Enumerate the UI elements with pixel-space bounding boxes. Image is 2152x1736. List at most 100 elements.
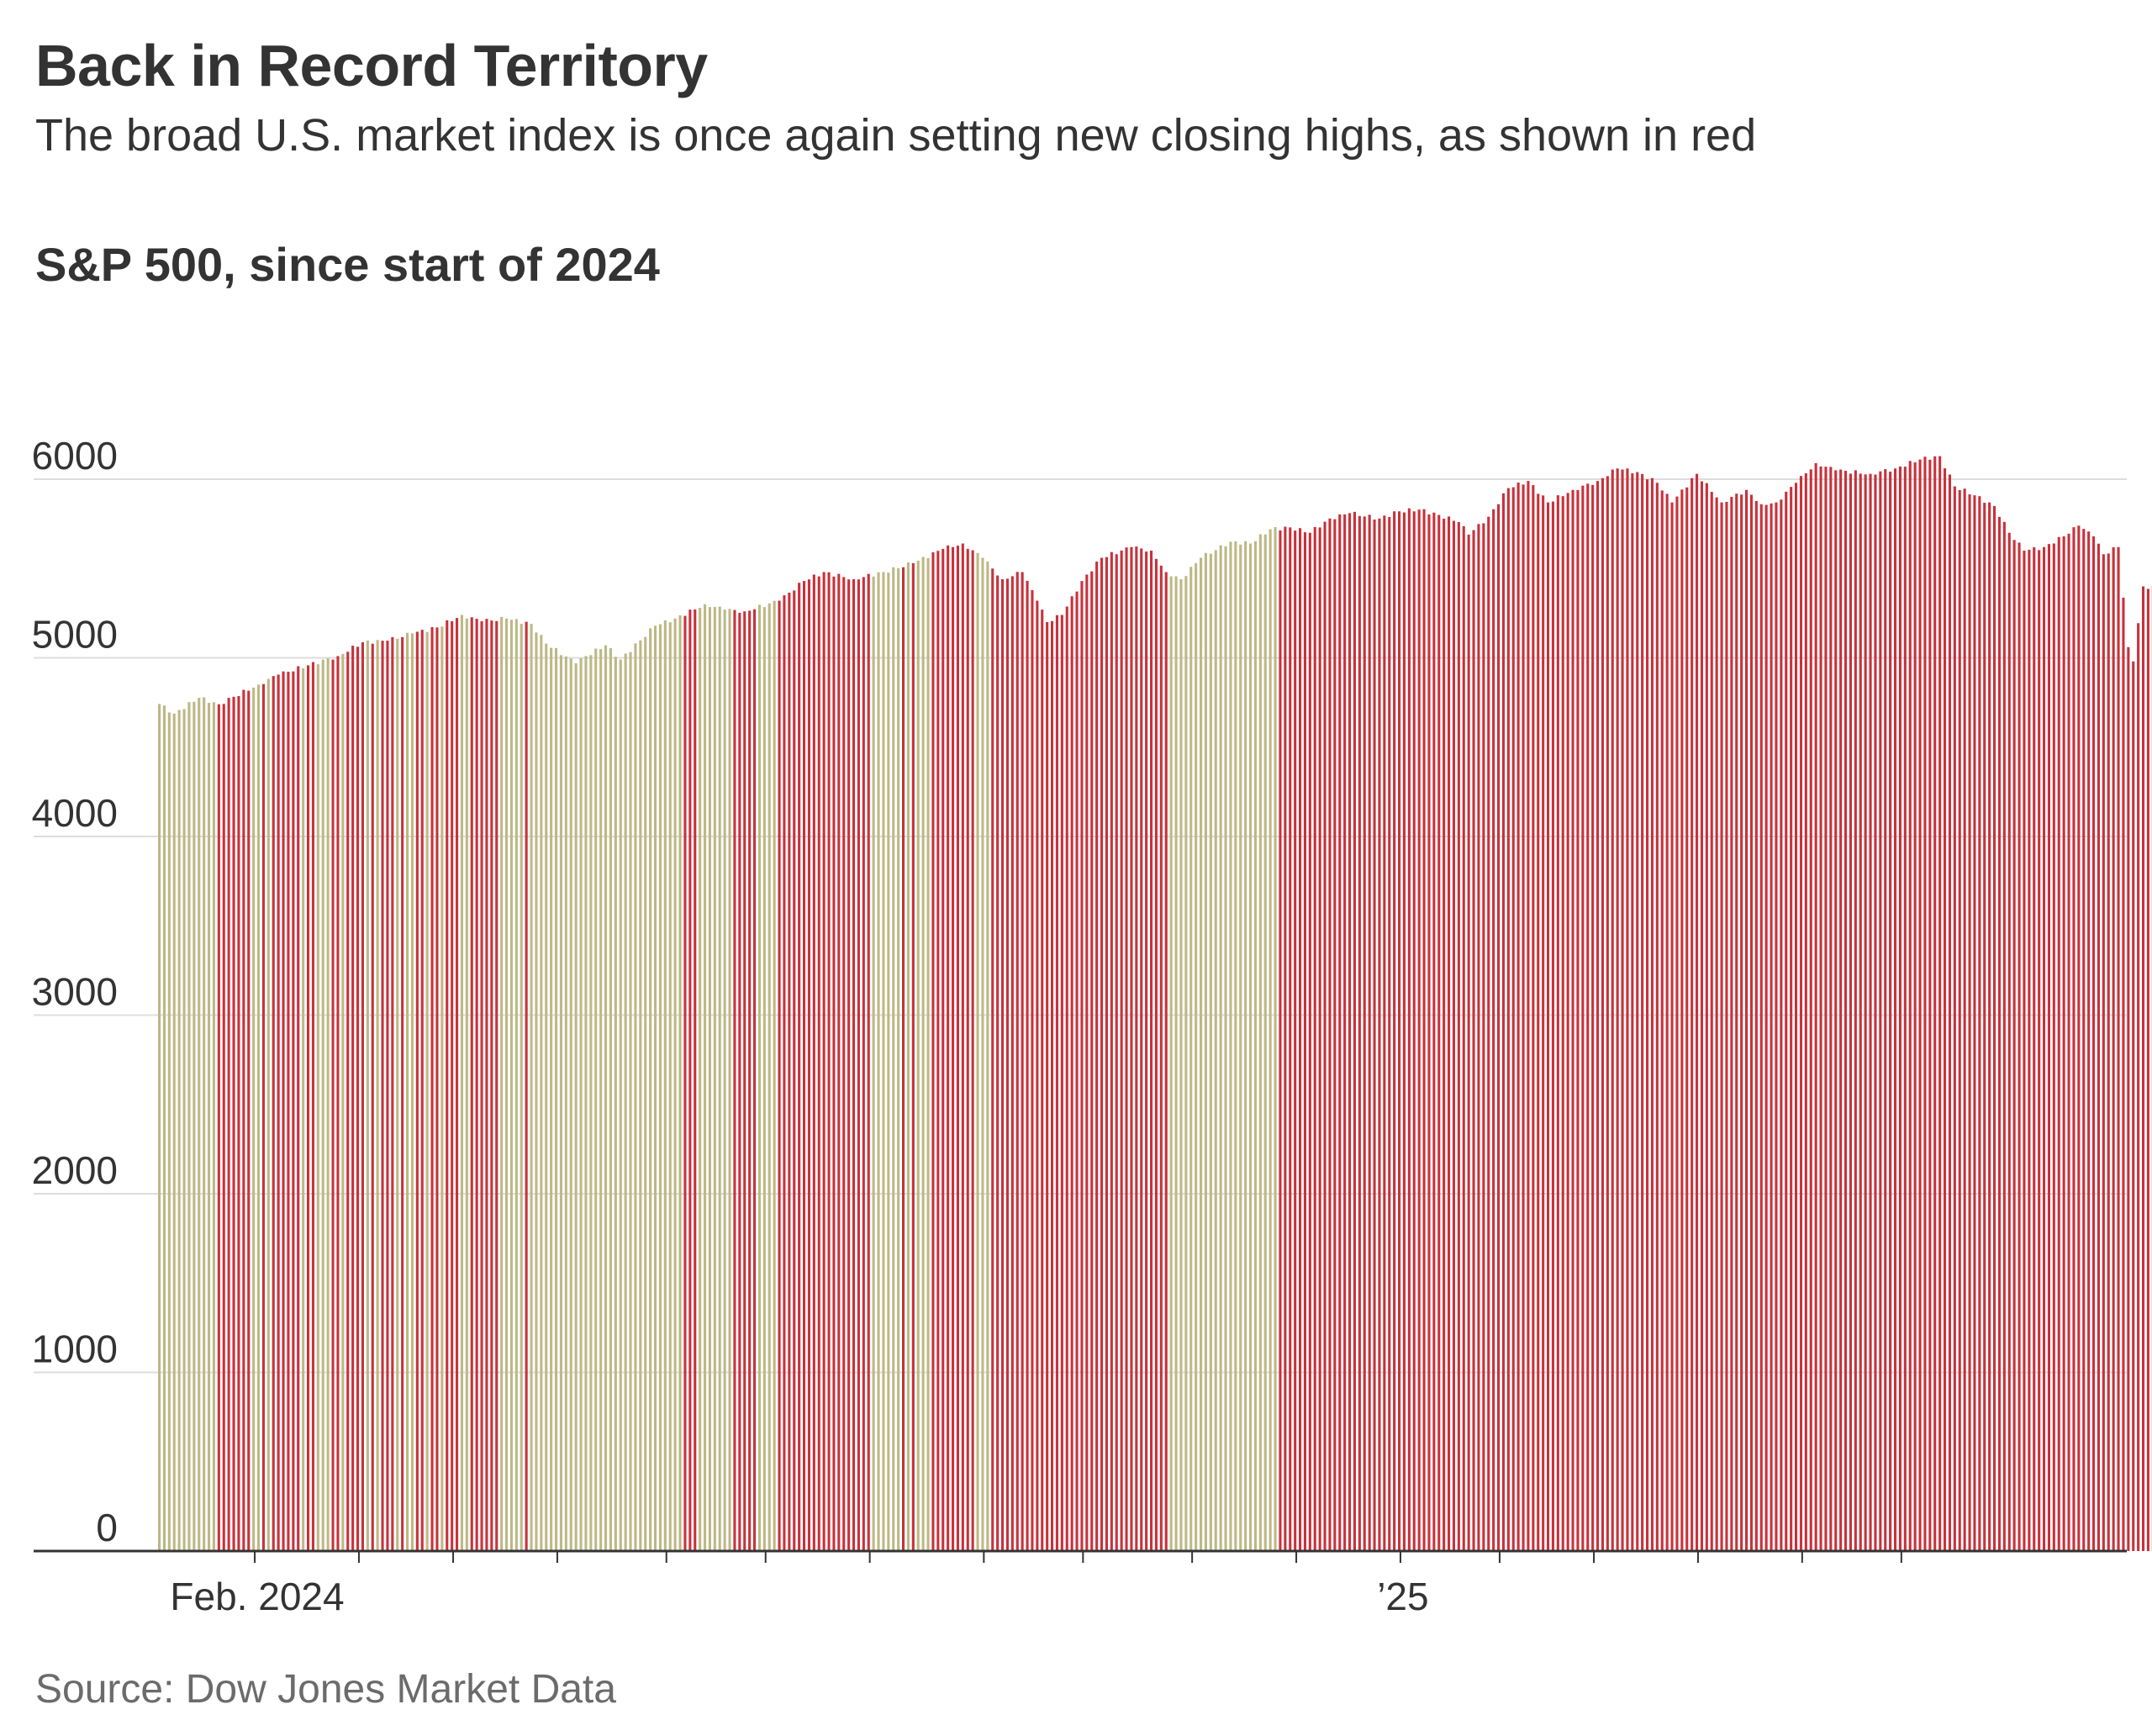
record-close-bar bbox=[232, 696, 235, 1551]
record-close-bar bbox=[1010, 576, 1014, 1551]
record-close-bar bbox=[1829, 467, 1833, 1551]
record-close-bar bbox=[1854, 470, 1857, 1552]
x-tick-label: Feb. 2024 bbox=[170, 1575, 344, 1618]
close-bar bbox=[569, 658, 572, 1551]
close-bar bbox=[916, 560, 920, 1551]
close-bar bbox=[1204, 552, 1207, 1551]
record-close-bar bbox=[1021, 572, 1024, 1551]
record-close-bar bbox=[1650, 478, 1654, 1551]
record-close-bar bbox=[2082, 529, 2086, 1551]
close-bar bbox=[1263, 534, 1267, 1552]
record-close-bar bbox=[1740, 494, 1743, 1551]
close-bar bbox=[203, 697, 206, 1551]
close-bar bbox=[158, 704, 161, 1551]
record-close-bar bbox=[1506, 488, 1510, 1552]
close-bar bbox=[545, 643, 548, 1551]
record-close-bar bbox=[1115, 554, 1118, 1551]
close-bar bbox=[921, 557, 925, 1552]
close-bar bbox=[341, 653, 345, 1551]
record-close-bar bbox=[2047, 544, 2050, 1551]
record-close-bar bbox=[2052, 543, 2055, 1551]
record-close-bar bbox=[783, 595, 786, 1552]
record-close-bar bbox=[1462, 525, 1465, 1551]
record-close-bar bbox=[1511, 487, 1515, 1551]
close-bar bbox=[1200, 557, 1203, 1551]
y-tick-label-3000: 3000 bbox=[32, 970, 118, 1014]
record-close-bar bbox=[2077, 525, 2081, 1551]
record-close-bar bbox=[812, 574, 815, 1551]
record-close-bar bbox=[1497, 504, 1501, 1551]
record-close-bar bbox=[1388, 517, 1391, 1551]
close-bar bbox=[555, 647, 558, 1551]
record-close-bar bbox=[1532, 485, 1535, 1551]
record-close-bar bbox=[936, 551, 940, 1552]
record-close-bar bbox=[1333, 519, 1337, 1551]
record-close-bar bbox=[2087, 531, 2091, 1551]
record-close-bar bbox=[1358, 515, 1361, 1551]
close-bar bbox=[182, 709, 186, 1551]
record-close-bar bbox=[1005, 578, 1009, 1551]
record-close-bar bbox=[292, 671, 295, 1551]
record-close-bar bbox=[361, 642, 364, 1551]
record-close-bar bbox=[1705, 483, 1708, 1552]
record-close-bar bbox=[1383, 515, 1386, 1551]
record-close-bar bbox=[1537, 493, 1540, 1552]
record-close-bar bbox=[311, 662, 314, 1551]
close-bar bbox=[564, 656, 567, 1551]
record-close-bar bbox=[807, 579, 810, 1552]
close-bar bbox=[1214, 550, 1217, 1551]
record-close-bar bbox=[525, 621, 528, 1551]
record-close-bar bbox=[1294, 530, 1297, 1552]
record-close-bar bbox=[346, 652, 350, 1551]
record-close-bar bbox=[827, 572, 831, 1552]
record-close-bar bbox=[272, 676, 275, 1552]
record-close-bar bbox=[1110, 551, 1113, 1552]
close-bar bbox=[594, 648, 598, 1552]
record-close-bar bbox=[371, 643, 374, 1552]
record-close-bar bbox=[1834, 470, 1838, 1552]
close-bar bbox=[708, 607, 711, 1551]
record-close-bar bbox=[1561, 496, 1564, 1552]
close-bar bbox=[986, 561, 989, 1552]
record-close-bar bbox=[1997, 516, 2001, 1551]
chart-title: S&P 500, since start of 2024 bbox=[35, 238, 660, 291]
record-close-bar bbox=[952, 546, 955, 1551]
close-bar bbox=[540, 635, 543, 1551]
record-close-bar bbox=[451, 620, 454, 1552]
record-close-bar bbox=[1051, 620, 1054, 1551]
close-bar bbox=[193, 701, 196, 1551]
record-close-bar bbox=[1125, 547, 1128, 1552]
record-close-bar bbox=[1849, 473, 1852, 1552]
close-bar bbox=[926, 557, 930, 1552]
close-bar bbox=[460, 615, 463, 1551]
bars bbox=[158, 456, 2152, 1552]
close-bar bbox=[574, 662, 578, 1552]
record-close-bar bbox=[1641, 473, 1644, 1551]
close-bar bbox=[1234, 541, 1237, 1552]
close-bar bbox=[658, 624, 662, 1551]
record-close-bar bbox=[1913, 462, 1917, 1551]
record-close-bar bbox=[1988, 502, 1991, 1552]
record-close-bar bbox=[1879, 471, 1882, 1551]
close-bar bbox=[1244, 541, 1247, 1551]
record-close-bar bbox=[1685, 487, 1689, 1551]
record-close-bar bbox=[1978, 496, 1981, 1552]
record-close-bar bbox=[331, 659, 335, 1552]
record-close-bar bbox=[1894, 468, 1897, 1551]
record-close-bar bbox=[1279, 530, 1282, 1551]
close-bar bbox=[767, 603, 771, 1552]
record-close-bar bbox=[1542, 495, 1545, 1551]
record-close-bar bbox=[1055, 615, 1058, 1552]
record-close-bar bbox=[1596, 481, 1600, 1552]
record-close-bar bbox=[1790, 487, 1793, 1551]
record-close-bar bbox=[1804, 472, 1807, 1551]
record-close-bar bbox=[1472, 530, 1475, 1551]
close-bar bbox=[550, 647, 553, 1551]
record-close-bar bbox=[1665, 493, 1669, 1552]
close-bar bbox=[634, 643, 637, 1551]
record-close-bar bbox=[688, 609, 692, 1552]
close-bar bbox=[302, 668, 305, 1551]
record-close-bar bbox=[1015, 572, 1019, 1551]
close-bar bbox=[167, 712, 171, 1551]
